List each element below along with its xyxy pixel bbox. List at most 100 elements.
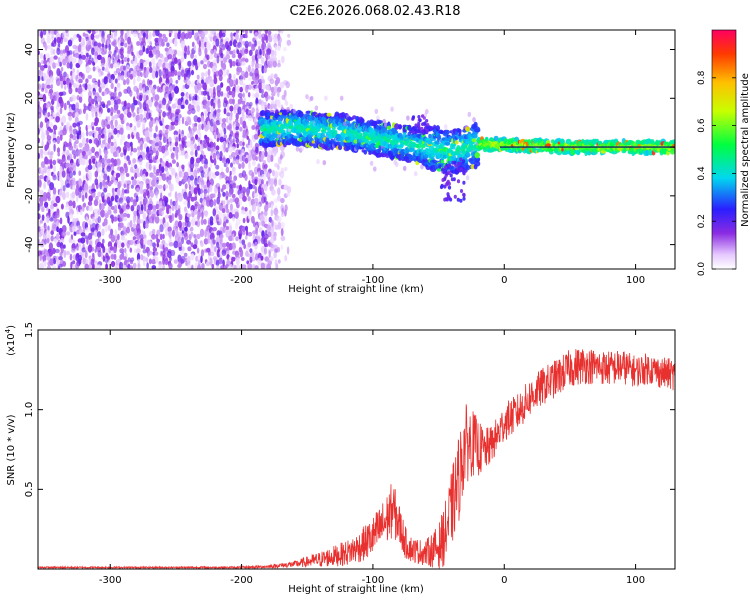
noise-cell	[149, 41, 152, 47]
noise-cell	[164, 36, 168, 43]
ridge-halo	[295, 146, 300, 152]
noise-cell	[197, 95, 200, 102]
noise-cell	[52, 111, 56, 118]
noise-cell	[156, 159, 159, 164]
noise-cell	[55, 93, 60, 102]
noise-cell	[94, 105, 98, 115]
noise-cell	[52, 248, 56, 254]
noise-cell	[273, 35, 278, 44]
noise-cell	[60, 203, 64, 210]
noise-cell	[58, 263, 63, 268]
noise-cell	[84, 192, 88, 199]
noise-cell	[104, 248, 110, 254]
noise-cell	[189, 171, 194, 177]
noise-cell	[162, 133, 165, 138]
ridge-spur	[417, 129, 421, 134]
noise-cell	[156, 179, 159, 185]
noise-cell	[226, 69, 230, 76]
noise-cell	[49, 217, 54, 222]
noise-cell	[122, 217, 128, 222]
noise-cell	[78, 78, 83, 84]
noise-cell	[38, 111, 42, 119]
noise-cell	[73, 153, 77, 159]
ridge-cell	[340, 132, 347, 137]
noise-cell	[61, 31, 66, 39]
noise-cell	[117, 181, 121, 190]
noise-cell	[166, 42, 170, 47]
noise-cell	[260, 93, 265, 99]
noise-cell	[146, 183, 150, 190]
top-x-axis: -300 -200 -100 0 100	[99, 30, 645, 286]
noise-cell	[51, 30, 55, 36]
noise-cell	[241, 257, 245, 261]
noise-cell	[223, 107, 227, 115]
ridge-cell	[326, 112, 332, 117]
noise-cell	[57, 152, 60, 157]
noise-cell	[215, 145, 220, 151]
noise-cell	[212, 227, 217, 232]
noise-cell	[47, 45, 51, 50]
noise-cell	[74, 117, 79, 124]
noise-cell	[274, 45, 278, 51]
noise-cell	[67, 39, 73, 47]
noise-cell	[180, 32, 186, 40]
noise-cell	[67, 215, 70, 224]
noise-cell	[55, 195, 61, 204]
noise-cell	[147, 78, 150, 86]
noise-cell	[214, 246, 217, 253]
noise-cell	[59, 217, 63, 225]
noise-cell	[49, 61, 53, 67]
noise-cell	[174, 141, 179, 147]
noise-cell	[193, 169, 198, 178]
noise-cell	[247, 64, 251, 73]
noise-cell	[243, 243, 247, 250]
noise-cell	[225, 229, 230, 238]
noise-cell	[139, 238, 144, 246]
noise-cell	[259, 48, 262, 57]
noise-cell	[152, 62, 156, 67]
noise-cell	[69, 130, 73, 135]
noise-cell	[180, 69, 185, 77]
noise-cell	[65, 250, 70, 256]
noise-cell	[263, 196, 267, 203]
noise-cell	[44, 201, 49, 208]
noise-cell	[78, 131, 82, 140]
noise-cell	[39, 52, 44, 60]
noise-cell	[126, 64, 130, 73]
noise-cell	[124, 247, 127, 254]
noise-cell	[72, 239, 76, 245]
noise-cell	[190, 186, 194, 195]
ridge-cell	[340, 112, 346, 119]
noise-cell	[220, 82, 224, 88]
noise-cell	[71, 111, 76, 118]
noise-cell	[110, 260, 116, 268]
noise-cell	[103, 128, 108, 136]
noise-cell	[130, 259, 133, 265]
noise-cell	[116, 109, 121, 115]
noise-cell	[242, 141, 245, 146]
noise-cell	[145, 33, 149, 40]
noise-cell	[162, 129, 166, 135]
noise-cell	[252, 184, 256, 190]
noise-cell	[225, 263, 229, 269]
ridge-halo	[465, 175, 470, 181]
noise-cell	[235, 85, 241, 93]
noise-cell	[180, 258, 184, 265]
noise-cell	[69, 171, 73, 179]
noise-cell	[155, 120, 159, 125]
noise-cell	[263, 193, 268, 198]
ridge-cell	[379, 120, 383, 124]
noise-cell	[223, 144, 226, 153]
noise-cell	[127, 30, 131, 38]
noise-cell	[40, 161, 46, 169]
noise-cell	[174, 213, 178, 218]
noise-cell	[71, 149, 76, 155]
noise-cell	[66, 142, 69, 148]
noise-cell	[42, 30, 47, 36]
noise-cell	[184, 226, 188, 232]
noise-cell	[202, 199, 207, 207]
noise-cell	[113, 60, 118, 69]
noise-cell	[226, 208, 230, 214]
noise-cell	[200, 188, 203, 194]
